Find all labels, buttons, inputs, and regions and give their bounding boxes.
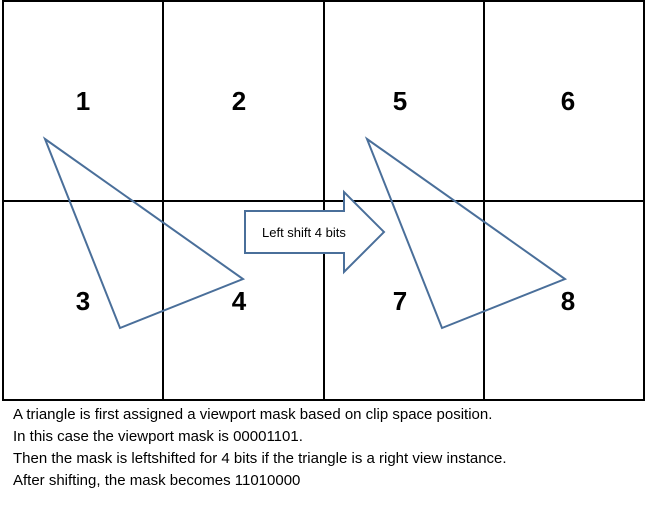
triangle-left-view (42, 136, 246, 330)
shift-arrow-label: Left shift 4 bits (262, 225, 346, 240)
caption: A triangle is first assigned a viewport … (13, 404, 643, 492)
cell-label-3: 3 (76, 286, 90, 316)
cell-label-4: 4 (232, 286, 247, 316)
caption-line-4: After shifting, the mask becomes 1101000… (13, 472, 301, 489)
cell-label-5: 5 (393, 86, 407, 116)
cell-label-6: 6 (561, 86, 575, 116)
caption-line-1: A triangle is first assigned a viewport … (13, 406, 493, 423)
cell-label-8: 8 (561, 286, 575, 316)
viewport-grid (2, 0, 645, 401)
viewport-diagram: 1 2 5 6 3 4 7 8 Left shift 4 bits (2, 0, 645, 401)
cell-label-7: 7 (393, 286, 407, 316)
cell-label-2: 2 (232, 86, 246, 116)
shift-arrow (244, 189, 386, 275)
caption-line-3: Then the mask is leftshifted for 4 bits … (13, 450, 507, 467)
cell-label-1: 1 (76, 86, 90, 116)
triangle-right-view (364, 136, 568, 330)
caption-line-2: In this case the viewport mask is 000011… (13, 428, 303, 445)
